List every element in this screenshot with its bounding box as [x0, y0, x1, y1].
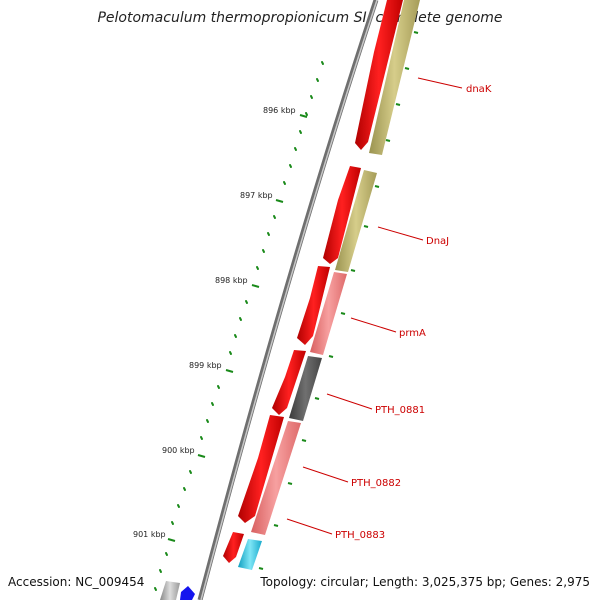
outer-tick — [340, 312, 346, 315]
minor-tick — [234, 334, 237, 338]
minor-tick — [273, 215, 276, 219]
major-ticks — [167, 114, 308, 542]
minor-tick — [305, 112, 308, 116]
minor-tick — [267, 232, 270, 236]
minor-tick — [289, 164, 292, 168]
minor-tick — [165, 552, 168, 556]
outer-features — [160, 0, 420, 600]
gene-label-dnaj: DnaJ — [426, 236, 449, 247]
major-tick — [167, 538, 176, 542]
accession-text: Accession: NC_009454 — [8, 575, 145, 589]
outer-tick — [287, 482, 293, 485]
minor-tick — [217, 385, 220, 389]
major-tick — [197, 454, 206, 458]
kbp-label-900: 900 kbp — [162, 446, 195, 455]
outer-tick — [404, 67, 410, 70]
major-tick — [225, 369, 234, 373]
minor-tick — [183, 487, 186, 491]
gene-label-pth0881: PTH_0881 — [375, 405, 425, 416]
gene-label-pth0883: PTH_0883 — [335, 530, 385, 541]
outer-ticks — [258, 31, 419, 570]
minor-tick — [321, 61, 324, 65]
kbp-label-897: 897 kbp — [240, 191, 273, 200]
minor-tick — [159, 569, 162, 573]
feature-gray — [160, 581, 180, 600]
outer-tick — [350, 269, 356, 272]
kbp-labels: 896 kbp 897 kbp 898 kbp 899 kbp 900 kbp … — [133, 106, 296, 539]
outer-tick — [328, 355, 334, 358]
cds-dnak — [355, 0, 403, 150]
label-leaders — [286, 77, 463, 535]
kbp-label-901: 901 kbp — [133, 530, 166, 539]
minor-tick — [316, 78, 319, 82]
topology-text: Topology: circular; Length: 3,025,375 bp… — [260, 575, 590, 589]
minor-tick — [294, 147, 297, 151]
outer-feature-pink-1 — [310, 272, 347, 355]
minor-tick — [299, 130, 302, 134]
outer-tick — [363, 225, 369, 228]
leader-pth0882 — [302, 466, 349, 483]
gene-label-dnak: dnaK — [466, 84, 492, 95]
minor-tick — [239, 317, 242, 321]
cds-prma — [297, 266, 330, 345]
kbp-label-898: 898 kbp — [215, 276, 248, 285]
feature-blue — [180, 586, 195, 600]
outer-tick — [301, 439, 307, 442]
gene-label-pth0882: PTH_0882 — [351, 478, 401, 489]
cds-pth0882 — [238, 415, 284, 523]
minor-tick — [245, 300, 248, 304]
minor-tick — [229, 351, 232, 355]
minor-tick — [171, 521, 174, 525]
gene-labels: dnaK DnaJ prmA PTH_0881 PTH_0882 PTH_088… — [335, 84, 492, 541]
cds-features — [223, 0, 403, 563]
cds-pth0883 — [223, 532, 244, 563]
minor-tick — [256, 266, 259, 270]
outer-feature-olive-2 — [335, 170, 377, 272]
minor-tick — [189, 470, 192, 474]
cds-pth0881 — [272, 350, 306, 415]
kbp-label-899: 899 kbp — [189, 361, 222, 370]
kbp-label-896: 896 kbp — [263, 106, 296, 115]
outer-tick — [273, 524, 279, 527]
genome-backbone — [197, 0, 379, 600]
outer-feature-pink-2 — [251, 421, 301, 535]
outer-tick — [385, 139, 391, 142]
leader-pth0881 — [326, 393, 373, 410]
major-tick — [275, 199, 284, 203]
outer-tick — [413, 31, 419, 34]
gene-label-prma: prmA — [399, 328, 426, 339]
minor-tick — [200, 436, 203, 440]
outer-feature-dark — [289, 356, 322, 421]
minor-tick — [211, 402, 214, 406]
cds-dnaj — [323, 166, 361, 264]
major-tick — [251, 284, 260, 288]
outer-tick — [258, 567, 264, 570]
genome-backbone-highlight — [200, 0, 378, 600]
minor-tick — [206, 419, 209, 423]
leader-prma — [350, 317, 397, 333]
leader-dnak — [417, 77, 463, 89]
outer-feature-cyan — [238, 539, 262, 570]
major-tick — [299, 114, 308, 118]
minor-ticks — [154, 61, 324, 591]
outer-tick — [374, 185, 380, 188]
leader-dnaj — [377, 226, 424, 241]
outer-feature-olive-1 — [369, 0, 420, 155]
leader-pth0883 — [286, 518, 333, 535]
minor-tick — [310, 95, 313, 99]
outer-tick — [314, 397, 320, 400]
minor-tick — [283, 181, 286, 185]
minor-tick — [177, 504, 180, 508]
minor-tick — [154, 587, 157, 591]
outer-tick — [395, 103, 401, 106]
minor-tick — [262, 249, 265, 253]
